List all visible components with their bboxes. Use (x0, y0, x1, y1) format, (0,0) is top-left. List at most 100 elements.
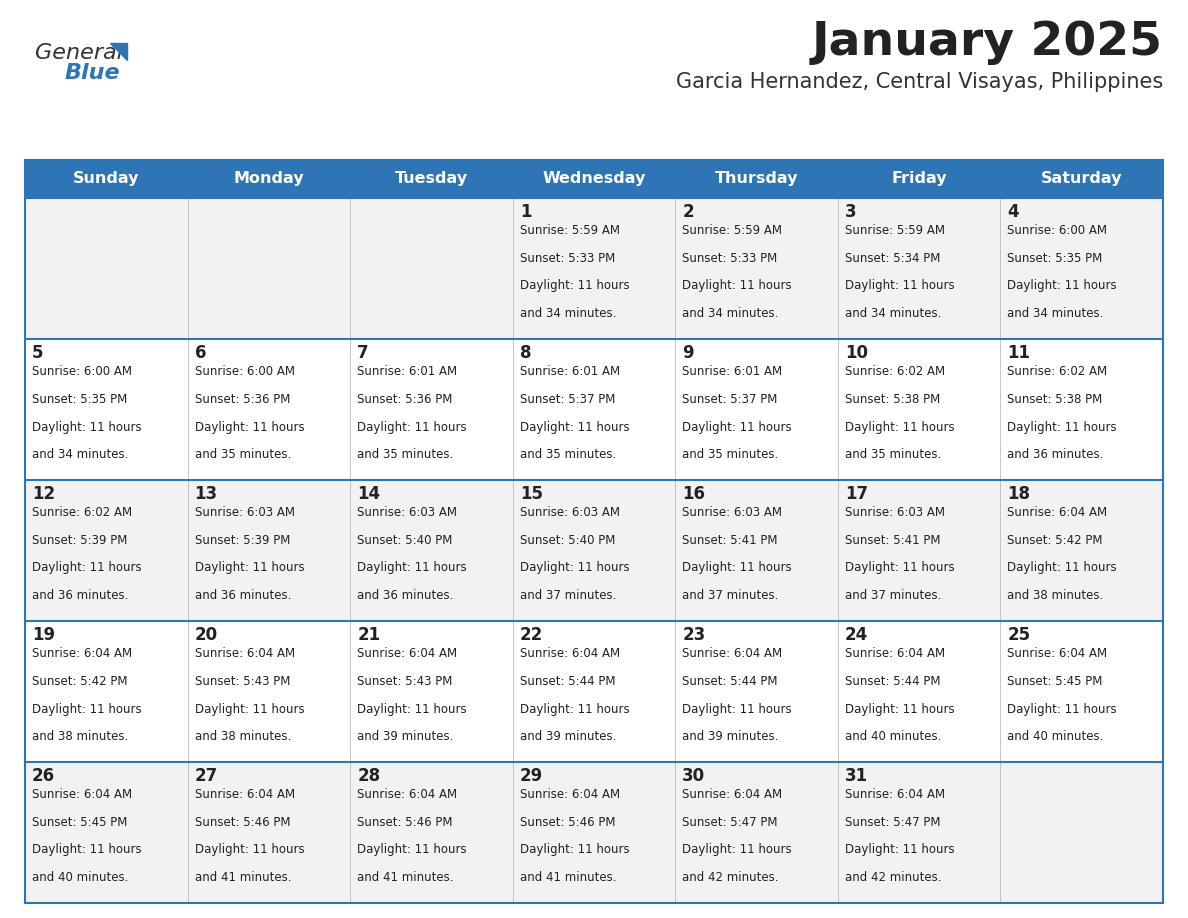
Text: Daylight: 11 hours: Daylight: 11 hours (195, 844, 304, 856)
Text: Sunrise: 6:00 AM: Sunrise: 6:00 AM (1007, 224, 1107, 237)
Text: Daylight: 11 hours: Daylight: 11 hours (845, 420, 954, 433)
Text: Daylight: 11 hours: Daylight: 11 hours (682, 844, 792, 856)
Text: Friday: Friday (891, 172, 947, 186)
Text: Sunrise: 6:04 AM: Sunrise: 6:04 AM (1007, 506, 1107, 519)
Text: Sunrise: 6:04 AM: Sunrise: 6:04 AM (845, 788, 944, 801)
Text: and 41 minutes.: and 41 minutes. (358, 871, 454, 884)
Text: Sunrise: 6:03 AM: Sunrise: 6:03 AM (519, 506, 620, 519)
Text: Saturday: Saturday (1041, 172, 1123, 186)
Text: and 40 minutes.: and 40 minutes. (32, 871, 128, 884)
Bar (25, 160, 188, 198)
Text: 6: 6 (195, 344, 206, 362)
Text: Sunset: 5:37 PM: Sunset: 5:37 PM (682, 393, 778, 406)
Text: Sunset: 5:42 PM: Sunset: 5:42 PM (1007, 533, 1102, 547)
Bar (25, 480, 1163, 621)
Text: Sunrise: 6:02 AM: Sunrise: 6:02 AM (32, 506, 132, 519)
Text: Daylight: 11 hours: Daylight: 11 hours (682, 420, 792, 433)
Text: Daylight: 11 hours: Daylight: 11 hours (845, 562, 954, 575)
Text: Monday: Monday (234, 172, 304, 186)
Text: and 36 minutes.: and 36 minutes. (358, 589, 454, 602)
Text: Sunrise: 6:04 AM: Sunrise: 6:04 AM (32, 647, 132, 660)
Text: Sunrise: 6:03 AM: Sunrise: 6:03 AM (358, 506, 457, 519)
Text: Sunrise: 6:00 AM: Sunrise: 6:00 AM (195, 365, 295, 378)
Text: Garcia Hernandez, Central Visayas, Philippines: Garcia Hernandez, Central Visayas, Phili… (676, 72, 1163, 92)
Text: Daylight: 11 hours: Daylight: 11 hours (519, 562, 630, 575)
Text: Daylight: 11 hours: Daylight: 11 hours (358, 844, 467, 856)
Text: Daylight: 11 hours: Daylight: 11 hours (682, 702, 792, 715)
Text: Sunrise: 6:01 AM: Sunrise: 6:01 AM (519, 365, 620, 378)
Text: and 36 minutes.: and 36 minutes. (32, 589, 128, 602)
Text: Sunset: 5:34 PM: Sunset: 5:34 PM (845, 252, 940, 264)
Text: 1: 1 (519, 203, 531, 221)
Text: and 35 minutes.: and 35 minutes. (682, 448, 778, 461)
Text: Sunrise: 6:03 AM: Sunrise: 6:03 AM (682, 506, 782, 519)
Bar (838, 160, 1000, 198)
Text: Blue: Blue (65, 63, 121, 83)
Text: Sunday: Sunday (72, 172, 139, 186)
Bar (188, 160, 350, 198)
Text: Sunset: 5:44 PM: Sunset: 5:44 PM (682, 675, 778, 688)
Text: Sunset: 5:36 PM: Sunset: 5:36 PM (358, 393, 453, 406)
Text: Sunrise: 6:02 AM: Sunrise: 6:02 AM (845, 365, 944, 378)
Text: Sunrise: 6:04 AM: Sunrise: 6:04 AM (32, 788, 132, 801)
Text: Sunrise: 6:03 AM: Sunrise: 6:03 AM (845, 506, 944, 519)
Bar (350, 160, 513, 198)
Text: and 35 minutes.: and 35 minutes. (358, 448, 454, 461)
Text: and 34 minutes.: and 34 minutes. (1007, 308, 1104, 320)
Text: January 2025: January 2025 (813, 20, 1163, 65)
Text: Daylight: 11 hours: Daylight: 11 hours (358, 702, 467, 715)
Text: 18: 18 (1007, 485, 1030, 503)
Bar (1000, 160, 1163, 198)
Text: 9: 9 (682, 344, 694, 362)
Text: Sunset: 5:33 PM: Sunset: 5:33 PM (519, 252, 615, 264)
Text: Sunrise: 6:03 AM: Sunrise: 6:03 AM (195, 506, 295, 519)
Text: 29: 29 (519, 767, 543, 785)
Text: and 34 minutes.: and 34 minutes. (682, 308, 778, 320)
Text: Sunrise: 6:04 AM: Sunrise: 6:04 AM (195, 647, 295, 660)
Text: Sunset: 5:38 PM: Sunset: 5:38 PM (1007, 393, 1102, 406)
Text: Daylight: 11 hours: Daylight: 11 hours (1007, 562, 1117, 575)
Text: Sunrise: 6:04 AM: Sunrise: 6:04 AM (1007, 647, 1107, 660)
Text: 23: 23 (682, 626, 706, 644)
Text: Sunset: 5:43 PM: Sunset: 5:43 PM (195, 675, 290, 688)
Text: Sunset: 5:38 PM: Sunset: 5:38 PM (845, 393, 940, 406)
Text: Sunset: 5:42 PM: Sunset: 5:42 PM (32, 675, 127, 688)
Text: Sunset: 5:41 PM: Sunset: 5:41 PM (682, 533, 778, 547)
Text: and 36 minutes.: and 36 minutes. (195, 589, 291, 602)
Text: Sunrise: 6:01 AM: Sunrise: 6:01 AM (682, 365, 783, 378)
Text: Sunset: 5:40 PM: Sunset: 5:40 PM (519, 533, 615, 547)
Text: Daylight: 11 hours: Daylight: 11 hours (358, 562, 467, 575)
Text: and 39 minutes.: and 39 minutes. (358, 730, 454, 744)
Text: Sunset: 5:39 PM: Sunset: 5:39 PM (195, 533, 290, 547)
Bar (25, 762, 1163, 903)
Text: Sunset: 5:35 PM: Sunset: 5:35 PM (1007, 252, 1102, 264)
Text: and 35 minutes.: and 35 minutes. (519, 448, 615, 461)
Text: Sunrise: 6:02 AM: Sunrise: 6:02 AM (1007, 365, 1107, 378)
Text: Daylight: 11 hours: Daylight: 11 hours (519, 844, 630, 856)
Text: 16: 16 (682, 485, 706, 503)
Text: Daylight: 11 hours: Daylight: 11 hours (1007, 420, 1117, 433)
Text: Sunrise: 6:04 AM: Sunrise: 6:04 AM (358, 647, 457, 660)
Text: 2: 2 (682, 203, 694, 221)
Text: 8: 8 (519, 344, 531, 362)
Text: 21: 21 (358, 626, 380, 644)
Text: Sunset: 5:45 PM: Sunset: 5:45 PM (32, 816, 127, 829)
Text: 19: 19 (32, 626, 55, 644)
Text: Wednesday: Wednesday (542, 172, 646, 186)
Text: Sunrise: 6:01 AM: Sunrise: 6:01 AM (358, 365, 457, 378)
Text: Sunset: 5:36 PM: Sunset: 5:36 PM (195, 393, 290, 406)
Text: Sunrise: 6:04 AM: Sunrise: 6:04 AM (519, 647, 620, 660)
Text: 4: 4 (1007, 203, 1019, 221)
Text: and 35 minutes.: and 35 minutes. (195, 448, 291, 461)
Text: Sunrise: 6:00 AM: Sunrise: 6:00 AM (32, 365, 132, 378)
Text: 31: 31 (845, 767, 868, 785)
Text: Daylight: 11 hours: Daylight: 11 hours (32, 562, 141, 575)
Text: 14: 14 (358, 485, 380, 503)
Text: and 40 minutes.: and 40 minutes. (845, 730, 941, 744)
Text: Sunset: 5:47 PM: Sunset: 5:47 PM (845, 816, 941, 829)
Text: Sunrise: 6:04 AM: Sunrise: 6:04 AM (358, 788, 457, 801)
Text: and 37 minutes.: and 37 minutes. (845, 589, 941, 602)
Text: 22: 22 (519, 626, 543, 644)
Text: Daylight: 11 hours: Daylight: 11 hours (845, 844, 954, 856)
Text: Sunrise: 6:04 AM: Sunrise: 6:04 AM (682, 647, 783, 660)
